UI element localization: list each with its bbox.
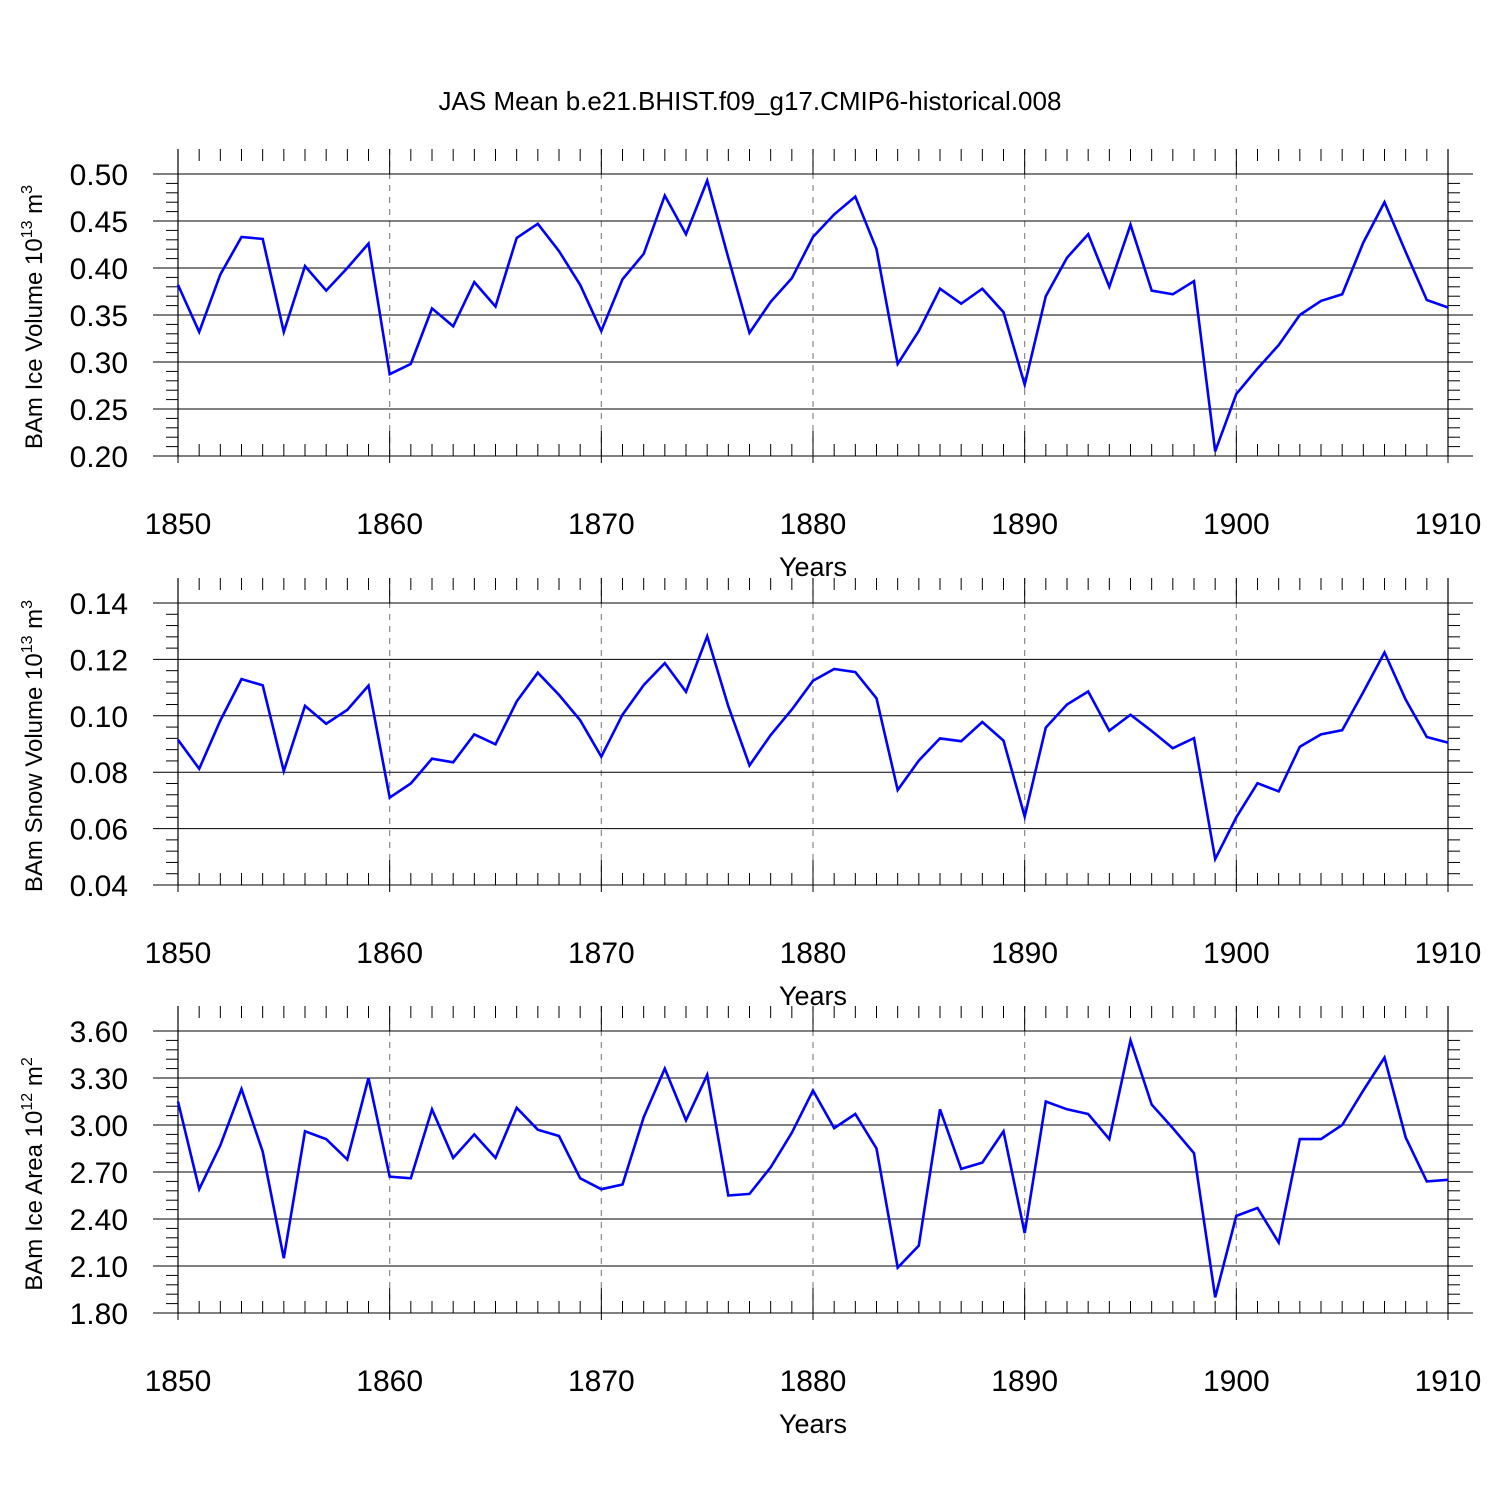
y-axis-label-exponent: 13 <box>19 635 36 653</box>
y-tick-label: 0.50 <box>70 159 128 192</box>
y-axis-label-text: BAm Snow Volume 10 <box>21 653 48 892</box>
x-tick-label: 1870 <box>568 937 635 970</box>
y-tick-label: 0.20 <box>70 441 128 474</box>
series-line <box>176 632 1449 864</box>
y-tick-label: 0.30 <box>70 347 128 380</box>
y-tick-label: 0.14 <box>70 588 128 621</box>
panel-snow-volume: 1850 1860 1870 1880 1890 1900 1910 0.04 0.06 0.08… <box>19 578 1481 1011</box>
x-tick-label: 1850 <box>145 937 212 970</box>
x-tick-label: 1860 <box>356 937 423 970</box>
x-tick-label: 1910 <box>1415 1365 1482 1398</box>
y-axis-label-unit: m <box>21 1066 48 1093</box>
y-axis-label: BAm Ice Volume 1013 m3 <box>19 185 48 449</box>
figure-title: JAS Mean b.e21.BHIST.f09_g17.CMIP6-histo… <box>439 86 1062 116</box>
y-tick-label: 3.30 <box>70 1063 128 1096</box>
x-tick-label: 1890 <box>991 937 1058 970</box>
y-tick-label: 2.10 <box>70 1251 128 1284</box>
y-tick-label: 0.08 <box>70 757 128 790</box>
x-tick-label: 1900 <box>1203 1365 1270 1398</box>
x-tick-label: 1850 <box>145 508 212 541</box>
y-axis-label-unit: m <box>21 194 48 221</box>
x-tick-label: 1890 <box>991 508 1058 541</box>
y-axis-label-unit: m <box>21 609 48 636</box>
x-tick-label: 1870 <box>568 508 635 541</box>
x-axis-label: Years <box>779 1409 847 1439</box>
x-tick-label: 1910 <box>1415 508 1482 541</box>
y-axis-label-exponent: 13 <box>19 220 36 238</box>
y-tick-label: 0.06 <box>70 814 128 847</box>
series-line <box>176 176 1449 452</box>
series-line <box>176 1035 1449 1298</box>
y-axis-label: BAm Snow Volume 1013 m3 <box>19 600 48 892</box>
y-axis-label-unit-exponent: 3 <box>19 600 36 609</box>
y-tick-label: 0.45 <box>70 206 128 239</box>
y-tick-label: 1.80 <box>70 1298 128 1331</box>
x-tick-label: 1880 <box>780 1365 847 1398</box>
y-axis-label-text: BAm Ice Area 10 <box>21 1111 48 1291</box>
y-tick-label: 0.25 <box>70 394 128 427</box>
panel-ice-area: 1850 1860 1870 1880 1890 1900 1910 1.80 2.10 2.40… <box>19 1006 1481 1439</box>
y-axis-label-unit-exponent: 2 <box>19 1057 36 1066</box>
panel-ice-volume: 1850 1860 1870 1880 1890 1900 1910 0.20 0.25 0.30… <box>19 149 1481 582</box>
x-tick-label: 1880 <box>780 508 847 541</box>
y-axis-label-text: BAm Ice Volume 10 <box>21 238 48 449</box>
x-tick-label: 1890 <box>991 1365 1058 1398</box>
y-tick-label: 0.40 <box>70 253 128 286</box>
x-tick-label: 1850 <box>145 1365 212 1398</box>
y-tick-label: 2.40 <box>70 1204 128 1237</box>
y-tick-label: 0.04 <box>70 870 128 903</box>
y-tick-label: 3.60 <box>70 1016 128 1049</box>
y-axis-label-unit-exponent: 3 <box>19 185 36 194</box>
y-tick-label: 0.10 <box>70 701 128 734</box>
x-tick-label: 1870 <box>568 1365 635 1398</box>
x-tick-label: 1860 <box>356 508 423 541</box>
y-axis-label-exponent: 12 <box>19 1093 36 1111</box>
y-axis-label: BAm Ice Area 1012 m2 <box>19 1057 48 1291</box>
y-tick-label: 2.70 <box>70 1157 128 1190</box>
x-axis-label: Years <box>779 552 847 582</box>
y-tick-label: 0.12 <box>70 644 128 677</box>
x-tick-label: 1860 <box>356 1365 423 1398</box>
x-tick-label: 1910 <box>1415 937 1482 970</box>
x-tick-label: 1880 <box>780 937 847 970</box>
y-tick-label: 0.35 <box>70 300 128 333</box>
x-tick-label: 1900 <box>1203 937 1270 970</box>
y-tick-label: 3.00 <box>70 1110 128 1143</box>
x-tick-label: 1900 <box>1203 508 1270 541</box>
